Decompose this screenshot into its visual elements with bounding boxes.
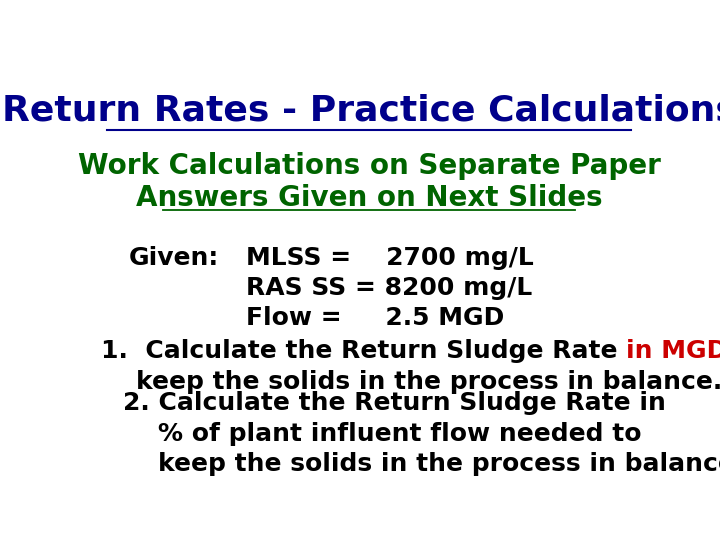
Text: Answers Given on Next Slides: Answers Given on Next Slides xyxy=(135,184,603,212)
Text: Work Calculations on Separate Paper: Work Calculations on Separate Paper xyxy=(78,152,660,180)
Text: 1.  Calculate the Return Sludge Rate: 1. Calculate the Return Sludge Rate xyxy=(101,339,626,363)
Text: Return Rates - Practice Calculations: Return Rates - Practice Calculations xyxy=(1,94,720,128)
Text: MLSS =    2700 mg/L: MLSS = 2700 mg/L xyxy=(246,246,534,269)
Text: keep the solids in the process in balance.: keep the solids in the process in balanc… xyxy=(101,369,720,394)
Text: Flow =     2.5 MGD: Flow = 2.5 MGD xyxy=(246,306,505,330)
Text: 2. Calculate the Return Sludge Rate in: 2. Calculate the Return Sludge Rate in xyxy=(124,391,666,415)
Text: RAS SS = 8200 mg/L: RAS SS = 8200 mg/L xyxy=(246,276,533,300)
Text: keep the solids in the process in balance.: keep the solids in the process in balanc… xyxy=(124,452,720,476)
Text: in MGD: in MGD xyxy=(626,339,720,363)
Text: Given:: Given: xyxy=(129,246,220,269)
Text: % of plant influent flow needed to: % of plant influent flow needed to xyxy=(124,422,642,446)
